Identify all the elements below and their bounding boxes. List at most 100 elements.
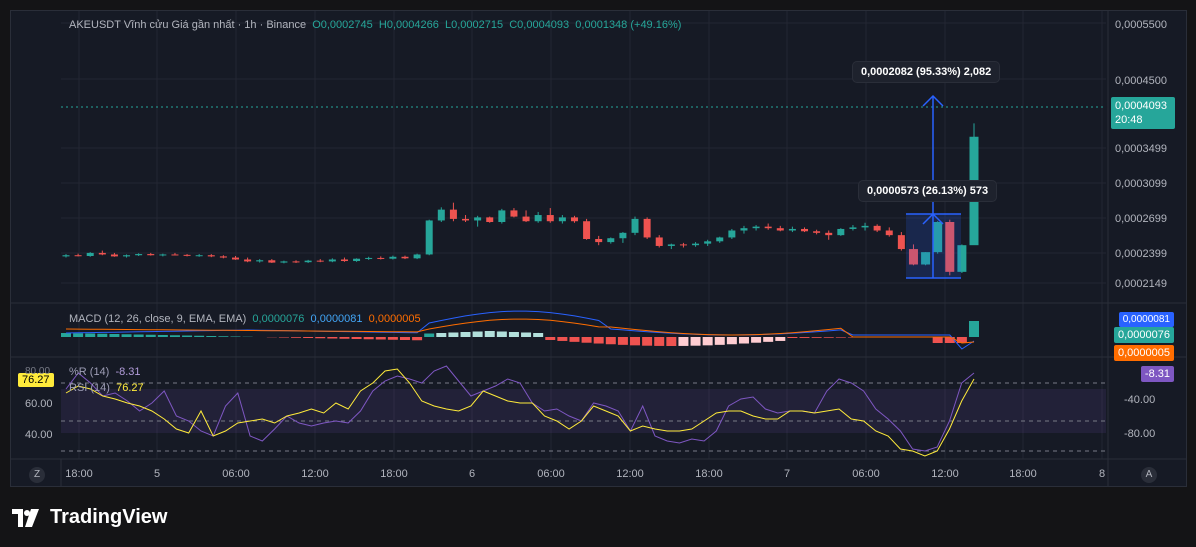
candle-body	[813, 231, 821, 233]
candle-body	[449, 209, 457, 219]
symbol-legend[interactable]: AKEUSDT Vĩnh cửu Giá gần nhất · 1h · Bin…	[69, 19, 681, 31]
candle-body	[873, 225, 881, 231]
candle-body	[740, 228, 748, 231]
candle-body	[704, 241, 712, 244]
candle-body	[486, 217, 494, 222]
candle-body	[558, 217, 566, 222]
candle-body	[510, 210, 518, 217]
macd-axis-top: 0,0000081	[1118, 312, 1174, 327]
rsi-legend[interactable]: RSI (14) 76.27	[69, 382, 144, 394]
macd-bar	[751, 337, 762, 343]
candle-body	[207, 255, 215, 257]
macd-bar	[121, 334, 132, 337]
candle-body	[667, 244, 675, 246]
candle-body	[679, 244, 687, 246]
time-tick-4: 18:00	[380, 468, 408, 480]
price-tick-1: 0,0004500	[1115, 75, 1167, 87]
williams-r-line	[65, 365, 975, 452]
macd-bar	[424, 333, 435, 337]
candle-body	[86, 252, 94, 257]
time-tick-8: 18:00	[695, 468, 723, 480]
macd-bar	[605, 337, 616, 345]
macd-bar	[412, 337, 423, 341]
close-value: C0,0004093	[509, 19, 570, 31]
candle-body	[231, 257, 239, 260]
macd-bar	[339, 337, 350, 339]
measure-tooltip-top: 0,0002082 (95.33%) 2,082	[853, 62, 1000, 82]
candle-body	[908, 249, 918, 265]
time-axis: 18:00 5 06:00 12:00 18:00 6 06:00 12:00 18:00 7 06…	[65, 468, 1105, 480]
symbol-title: AKEUSDT Vĩnh cửu Giá gần nhất · 1h · Bin…	[69, 19, 307, 31]
chart-container[interactable]: 0,0005500 0,0004500 0,0003499 0,0003099 0,00…	[10, 10, 1187, 487]
high-value: H0,0004266	[378, 19, 439, 31]
candle-body	[849, 227, 857, 229]
candle-body	[244, 259, 252, 262]
macd-bar	[811, 337, 822, 338]
candle-body	[280, 261, 288, 263]
macd-bar	[157, 335, 168, 337]
candle-body	[413, 254, 421, 259]
osc-legend[interactable]: %R (14) -8.31	[69, 366, 141, 378]
candle-body	[607, 238, 615, 243]
macd-bar	[97, 333, 108, 337]
macd-axis-hist: 0,0000076	[1114, 327, 1174, 343]
candle-body	[837, 228, 845, 236]
measure-arrow-head	[922, 94, 944, 107]
chart-canvas[interactable]: 0,0005500 0,0004500 0,0003499 0,0003099 0,00…	[11, 11, 1186, 486]
candle-body	[110, 254, 118, 257]
auto-scale-button[interactable]: A	[1141, 467, 1157, 483]
macd-bar	[702, 337, 713, 346]
candle-body	[462, 218, 470, 221]
candle-body	[123, 255, 131, 257]
macd-bar	[969, 321, 979, 337]
macd-line-value: 0,0000081	[310, 313, 363, 325]
macd-bar	[303, 337, 314, 338]
macd-bar	[387, 337, 398, 340]
price-axis: 0,0005500 0,0004500 0,0003499 0,0003099 0,00…	[1115, 19, 1167, 290]
time-tick-6: 06:00	[537, 468, 565, 480]
osc-left-axis-top: 80.00	[25, 366, 51, 377]
chart-grid	[61, 11, 1106, 459]
candle-body	[268, 260, 276, 263]
candle-body	[256, 260, 264, 262]
macd-bar	[569, 337, 580, 342]
time-tick-9: 7	[784, 468, 790, 480]
candle-body	[74, 255, 82, 257]
measure-mid-arrow-head	[922, 212, 944, 225]
candle-body	[643, 218, 651, 238]
price-candles	[62, 123, 979, 276]
osc-left-axis-40: 40.00	[25, 429, 53, 441]
candle-body	[825, 232, 833, 236]
candle-body	[316, 260, 324, 262]
macd-signal-line	[65, 318, 975, 344]
candle-body	[619, 232, 627, 239]
candle-body	[945, 221, 955, 272]
rsi-band	[61, 389, 1106, 433]
tradingview-logo[interactable]: TradingView	[12, 506, 167, 529]
osc-right-axis-80: -80.00	[1124, 428, 1156, 440]
time-tick-5: 6	[469, 468, 475, 480]
macd-bar	[823, 337, 834, 338]
candle-body	[135, 254, 143, 256]
candle-body	[195, 255, 203, 257]
candle-timer: 20:48	[1115, 114, 1143, 126]
macd-bar	[787, 337, 798, 338]
timezone-button[interactable]: Z	[29, 467, 45, 483]
macd-bar	[375, 337, 386, 340]
macd-bar	[799, 337, 810, 338]
macd-signal-value: 0,0000005	[368, 313, 421, 325]
wr-axis-tag: -8.31	[1140, 366, 1174, 382]
candle-body	[595, 239, 603, 243]
price-tick-3: 0,0003099	[1115, 178, 1167, 190]
macd-bar	[932, 337, 943, 343]
macd-bar	[835, 337, 846, 338]
time-tick-3: 12:00	[301, 468, 329, 480]
macd-bar	[678, 337, 689, 346]
candle-body	[957, 245, 967, 272]
osc-right-axis-40: -40.00	[1124, 394, 1156, 406]
tradingview-logo-icon	[12, 508, 39, 527]
time-tick-12: 18:00	[1009, 468, 1037, 480]
macd-legend[interactable]: MACD (12, 26, close, 9, EMA, EMA) 0,0000…	[69, 313, 421, 325]
candle-body	[716, 237, 724, 242]
candle-body	[498, 210, 506, 222]
